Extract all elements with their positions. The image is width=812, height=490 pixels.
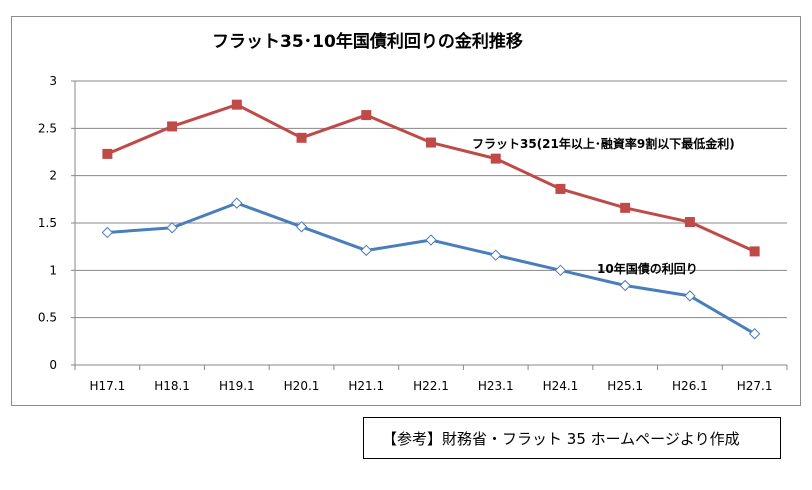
- gridlines: [75, 80, 787, 319]
- data-point-jgb10: [360, 244, 372, 257]
- y-tick-label: 2.5: [38, 121, 57, 135]
- x-axis: H17.1 H18.1 H19.1 H20.1 H21.1 H22.1 H23.1 H24.1…: [74, 364, 788, 393]
- data-point-jgb10: [166, 222, 178, 234]
- x-tick-label: H17.1: [89, 379, 125, 393]
- x-tick-label: H22.1: [413, 379, 449, 393]
- data-point-jgb10: [554, 264, 567, 277]
- x-tick-label: H21.1: [348, 379, 384, 393]
- data-point-jgb10: [425, 234, 437, 246]
- data-point-flat35: [620, 202, 631, 213]
- data-point-flat35: [749, 246, 760, 257]
- chart-title: フラット35･10年国債利回りの金利推移: [212, 31, 523, 52]
- y-tick-label: 2: [49, 169, 57, 183]
- data-point-jgb10: [231, 197, 243, 209]
- x-tick-label: H18.1: [154, 379, 190, 393]
- data-point-flat35: [684, 217, 695, 228]
- x-tick-label: H24.1: [543, 379, 579, 393]
- x-tick-label: H20.1: [284, 379, 320, 393]
- data-point-jgb10: [619, 279, 631, 292]
- data-point-flat35: [102, 148, 113, 159]
- series-label-jgb10: 10年国債の利回り: [597, 261, 698, 276]
- y-tick-label: 1.5: [38, 216, 57, 230]
- series-group: [101, 99, 761, 340]
- data-point-flat35: [361, 110, 372, 121]
- series-label-flat35: フラット35(21年以上･融資率9割以下最低金利): [472, 136, 735, 151]
- source-note: 【参考】財務省・フラット 35 ホームページより作成: [363, 417, 781, 459]
- x-tick-label: H25.1: [607, 379, 643, 393]
- y-tick-label: 0: [49, 358, 57, 372]
- x-tick-label: H26.1: [672, 379, 708, 393]
- data-point-flat35: [490, 153, 501, 164]
- chart-frame: フラット35･10年国債利回りの金利推移 0 0.5 1 1.5 2 2.5 3 H17.1…: [11, 16, 801, 406]
- source-note-text: 【参考】財務省・フラット 35 ホームページより作成: [382, 429, 740, 448]
- data-point-flat35: [426, 137, 436, 148]
- data-point-flat35: [231, 99, 242, 110]
- data-point-jgb10: [490, 249, 502, 261]
- x-tick-label: H23.1: [478, 379, 514, 393]
- data-point-jgb10: [748, 328, 761, 340]
- x-tick-label: H27.1: [737, 379, 773, 393]
- line-chart: フラット35･10年国債利回りの金利推移 0 0.5 1 1.5 2 2.5 3 H17.1…: [38, 31, 788, 393]
- data-point-jgb10: [684, 290, 696, 302]
- data-point-flat35: [167, 121, 178, 132]
- data-point-jgb10: [101, 226, 114, 239]
- y-tick-label: 1: [49, 263, 57, 277]
- series-line-flat35: [106, 103, 756, 253]
- y-tick-label: 0.5: [38, 311, 57, 325]
- x-tick-label: H19.1: [219, 379, 255, 393]
- data-point-flat35: [555, 183, 566, 194]
- data-point-jgb10: [295, 221, 308, 233]
- y-tick-label: 3: [49, 74, 57, 88]
- y-axis: 0 0.5 1 1.5 2 2.5 3: [38, 74, 76, 372]
- data-point-flat35: [296, 132, 307, 143]
